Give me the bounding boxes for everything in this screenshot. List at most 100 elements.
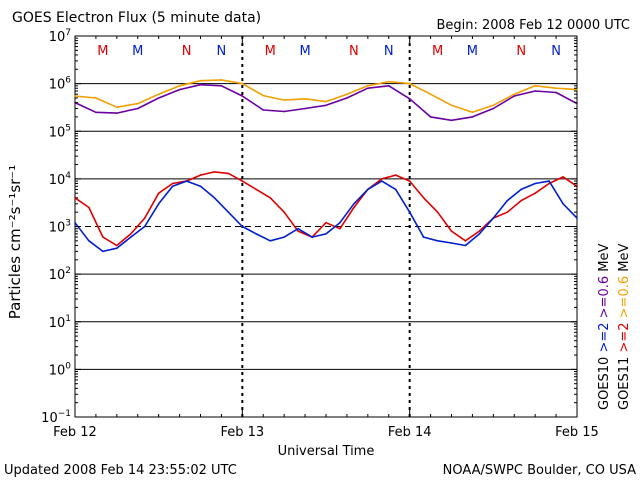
- local-time-marker: N: [384, 44, 394, 59]
- data-point-blue: [408, 211, 411, 213]
- data-point-red: [325, 221, 327, 224]
- local-time-marker: M: [299, 44, 310, 59]
- data-point-blue: [450, 242, 453, 244]
- data-point-purple: [367, 87, 369, 90]
- series-line-orange: [74, 79, 578, 114]
- y-tick-exponent: −1: [58, 409, 71, 419]
- data-point-orange: [199, 79, 202, 82]
- legend-text: GOES10: [597, 353, 612, 410]
- local-time-marker: N: [516, 44, 526, 59]
- data-point-red: [534, 192, 536, 195]
- data-point-red: [171, 182, 174, 185]
- legend-text: >=0.6: [617, 272, 632, 319]
- y-tick-exponent: 3: [65, 219, 71, 229]
- data-point-blue: [116, 247, 118, 250]
- data-point-blue: [548, 180, 550, 182]
- data-point-orange: [534, 85, 536, 87]
- data-point-orange: [283, 99, 285, 101]
- data-point-red: [129, 233, 132, 235]
- data-point-orange: [408, 82, 411, 85]
- data-point-orange: [450, 104, 453, 107]
- data-point-purple: [95, 111, 97, 114]
- data-point-purple: [471, 116, 474, 118]
- data-point-purple: [387, 85, 390, 87]
- x-tick-label: Feb 13: [220, 425, 264, 440]
- data-point-blue: [394, 188, 397, 191]
- data-point-orange: [429, 93, 432, 95]
- data-point-blue: [227, 211, 230, 213]
- data-point-red: [88, 206, 90, 209]
- data-point-orange: [555, 87, 557, 90]
- data-point-red: [143, 217, 146, 219]
- y-tick-exponent: 4: [65, 171, 71, 181]
- data-point-red: [562, 176, 564, 178]
- data-point-blue: [576, 217, 578, 219]
- data-point-red: [464, 240, 467, 242]
- y-tick-label: 100: [49, 361, 72, 378]
- data-point-blue: [422, 236, 425, 238]
- data-point-orange: [262, 94, 265, 97]
- legend-text: MeV: [617, 244, 632, 272]
- data-point-red: [297, 230, 299, 232]
- y-tick-label: 106: [49, 76, 72, 93]
- data-point-blue: [269, 240, 272, 242]
- y-tick-label: 10−1: [41, 409, 71, 426]
- series-line-blue: [74, 180, 578, 253]
- x-tick-label: Feb 15: [555, 425, 599, 440]
- data-point-purple: [220, 85, 223, 87]
- data-point-blue: [129, 236, 132, 238]
- credit-label: NOAA/SWPC Boulder, CO USA: [443, 463, 636, 478]
- data-point-red: [506, 211, 509, 213]
- data-point-blue: [492, 217, 495, 219]
- y-tick-exponent: 1: [65, 314, 71, 324]
- local-time-marker: N: [217, 44, 227, 59]
- data-point-blue: [436, 240, 439, 242]
- data-point-blue: [534, 182, 536, 185]
- local-time-marker: M: [467, 44, 478, 59]
- data-point-blue: [562, 202, 564, 205]
- y-tick-exponent: 0: [65, 361, 71, 371]
- y-axis-label: Particles cm⁻²s⁻¹sr⁻¹: [6, 165, 24, 319]
- data-point-purple: [429, 116, 432, 118]
- data-point-blue: [339, 221, 341, 224]
- data-point-purple: [116, 112, 118, 114]
- data-point-red: [478, 230, 481, 232]
- legend-text: >=2: [617, 318, 632, 352]
- data-point-orange: [116, 106, 118, 108]
- y-tick-label: 104: [49, 171, 72, 188]
- data-point-blue: [157, 202, 160, 205]
- data-series: [74, 79, 578, 253]
- data-point-blue: [199, 185, 202, 188]
- data-point-blue: [88, 240, 90, 242]
- data-point-red: [450, 230, 453, 232]
- y-tick-label: 105: [49, 123, 71, 140]
- data-point-orange: [95, 97, 97, 99]
- data-point-orange: [492, 104, 495, 107]
- data-point-blue: [325, 233, 327, 235]
- y-tick-label: 101: [49, 314, 71, 331]
- data-point-red: [199, 174, 202, 176]
- data-point-red: [213, 171, 216, 173]
- legend-text: >=0.6: [597, 272, 612, 319]
- data-point-red: [227, 172, 230, 175]
- data-point-blue: [255, 233, 258, 235]
- legend-entry: GOES10 >=2 >=0.6 MeV: [597, 244, 612, 410]
- data-point-orange: [241, 82, 244, 85]
- data-point-orange: [220, 79, 223, 81]
- data-point-purple: [136, 107, 139, 110]
- updated-timestamp: Updated 2008 Feb 14 23:55:02 UTC: [4, 463, 237, 478]
- data-point-red: [339, 227, 341, 230]
- data-point-purple: [555, 91, 557, 94]
- data-point-orange: [325, 100, 327, 103]
- data-point-red: [102, 236, 104, 238]
- data-point-purple: [157, 97, 160, 99]
- data-point-orange: [387, 80, 390, 83]
- data-point-purple: [534, 90, 536, 92]
- data-point-purple: [513, 95, 516, 97]
- data-point-purple: [241, 95, 244, 97]
- data-point-purple: [576, 102, 578, 105]
- data-point-blue: [380, 180, 383, 182]
